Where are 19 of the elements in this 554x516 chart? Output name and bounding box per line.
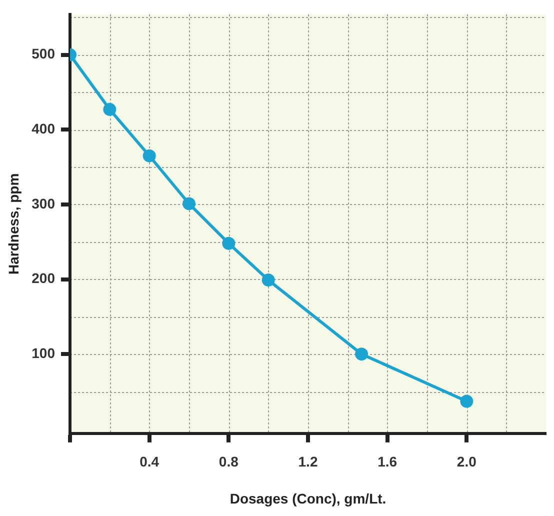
x-tick-label: 0.4 — [140, 454, 160, 470]
y-tick-label: 400 — [32, 120, 56, 136]
x-tick-label: 1.2 — [298, 454, 318, 470]
x-tick-label: 2.0 — [456, 454, 477, 470]
point — [222, 236, 236, 250]
x-tick-label: 0.8 — [218, 454, 239, 470]
y-tick-label: 300 — [32, 195, 56, 212]
point — [460, 394, 474, 408]
y-tick-label: 500 — [32, 46, 56, 62]
point — [142, 149, 156, 162]
x-tick-label: 1.6 — [378, 454, 398, 470]
y-tick-label: 100 — [32, 344, 56, 361]
point — [355, 348, 368, 361]
y-tick-label: 200 — [32, 270, 56, 286]
point — [182, 197, 196, 210]
y-axis-title: Hardness, ppm — [5, 173, 22, 274]
point — [262, 274, 275, 287]
point — [103, 102, 116, 116]
x-axis-title: Dosages (Conc), gm/Lt. — [230, 490, 386, 506]
